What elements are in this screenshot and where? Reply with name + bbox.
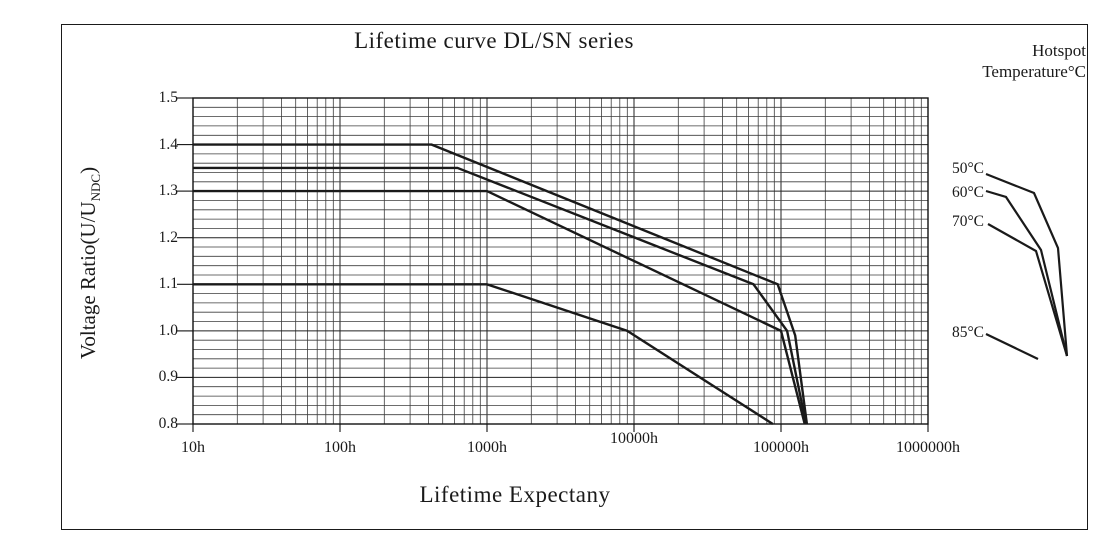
legend-item-70c: 70°C (951, 213, 984, 230)
plot-border (192, 97, 929, 425)
y-tick-label: 1.2 (158, 228, 178, 246)
legend-title: Hotspot Temperature°C (900, 40, 1086, 83)
curve-50c (193, 143, 809, 425)
curve-85c (193, 283, 774, 426)
legend-pointer-60c (985, 189, 1069, 357)
legend-title-line1: Hotspot (1032, 41, 1086, 60)
y-tick-label: 1.4 (158, 135, 178, 153)
y-tick-label: 1.1 (158, 275, 178, 293)
legend-pointer-70c (987, 223, 1069, 357)
x-tick-label: 100000h (753, 439, 809, 456)
legend-item-50c: 50°C (951, 160, 984, 177)
grid-horizontal (193, 97, 928, 425)
y-tick-label: 1.0 (158, 321, 178, 339)
legend-item-85c: 85°C (951, 324, 984, 341)
y-tick-label: 0.9 (158, 368, 178, 386)
x-tick-label: 10h (181, 439, 205, 456)
y-tick-label: 1.3 (158, 182, 178, 200)
curve-70c (193, 189, 806, 425)
legend-pointer-85c (985, 333, 1039, 360)
x-tick-label: 100h (324, 439, 356, 456)
curve-60c (193, 166, 808, 425)
y-tick-label: 1.5 (158, 89, 178, 106)
legend-item-60c: 60°C (951, 184, 984, 201)
x-tick-label: 1000000h (896, 439, 960, 456)
legend-title-line2: Temperature°C (982, 62, 1086, 82)
figure-frame (61, 24, 1088, 530)
legend-pointer-50c (985, 172, 1069, 357)
x-axis-title: Lifetime Expectany (419, 482, 611, 507)
x-tick-label: 1000h (467, 439, 507, 456)
legend-pointer-lines (985, 172, 1069, 360)
y-tick-label: 0.8 (158, 415, 178, 432)
grid-vertical (192, 98, 929, 424)
x-tick-label: 10000h (610, 430, 658, 447)
chart-title: Lifetime curve DL/SN series (354, 28, 634, 53)
axis-tick-marks (177, 97, 929, 432)
curves (193, 143, 809, 426)
